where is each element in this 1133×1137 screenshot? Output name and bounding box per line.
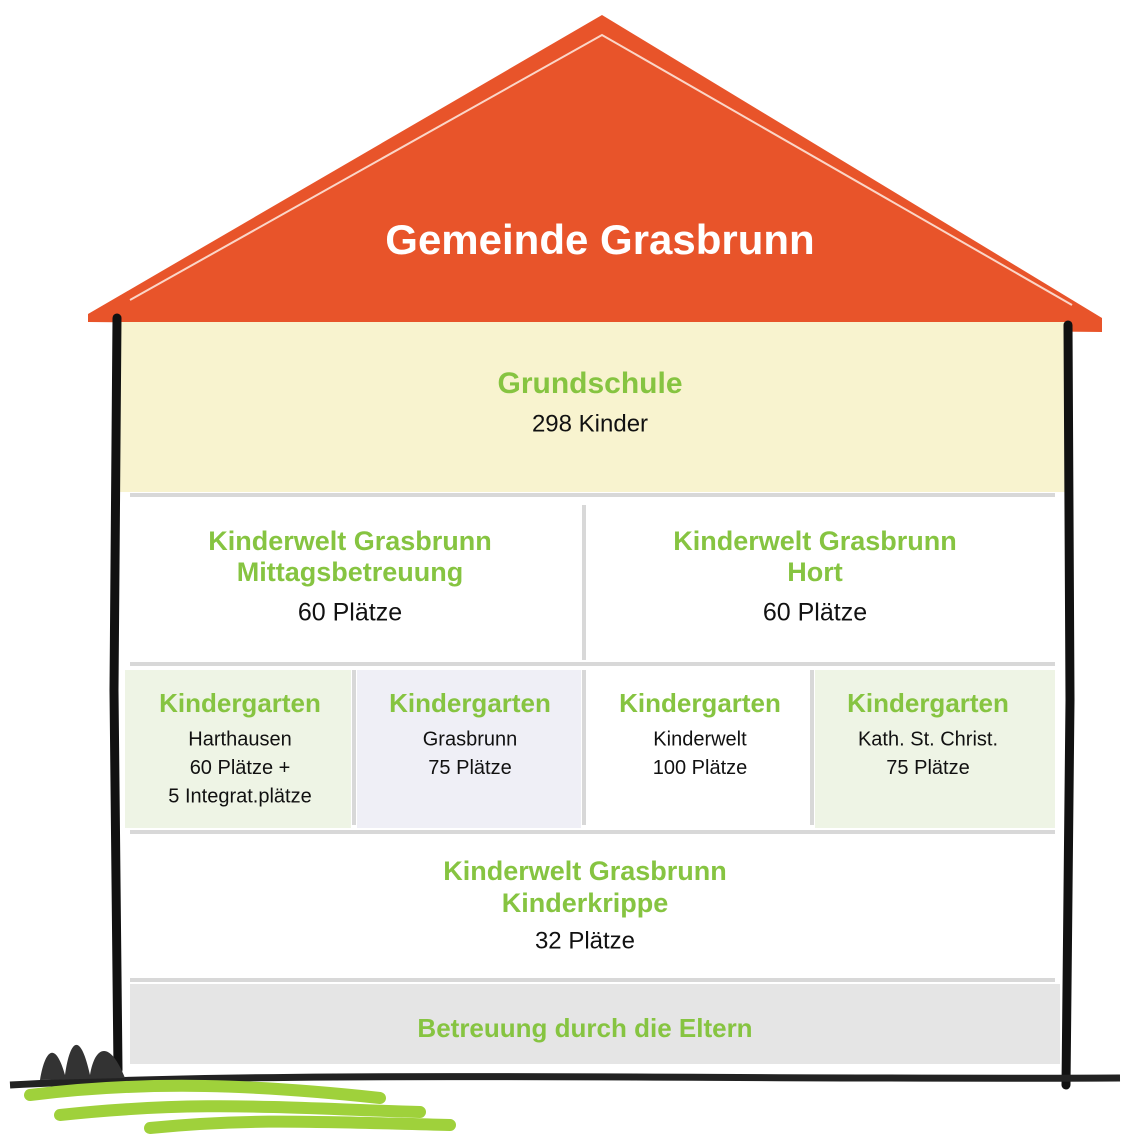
- section-name: Kindergarten: [847, 688, 1009, 718]
- section-name: Kindergarten: [159, 688, 321, 718]
- section-name: Hort: [787, 557, 843, 587]
- section-name: Grundschule: [497, 367, 682, 400]
- section-info: 32 Plätze: [535, 927, 635, 954]
- section-name: Mittagsbetreuung: [237, 557, 464, 587]
- section-info: 60 Plätze: [298, 599, 402, 627]
- left-wall: [114, 318, 118, 1070]
- bush: [40, 1045, 125, 1080]
- row-bg: [120, 322, 1068, 492]
- section-name: Kinderwelt Grasbrunn: [443, 856, 727, 886]
- section-name: Kinderwelt Grasbrunn: [673, 526, 957, 556]
- section-info: 5 Integrat.plätze: [168, 785, 311, 807]
- section-info: Kinderwelt: [653, 728, 747, 750]
- section-info: 100 Plätze: [653, 757, 748, 779]
- section-name: Kindergarten: [389, 688, 551, 718]
- section-info: Grasbrunn: [423, 728, 518, 750]
- roof: [88, 15, 1102, 332]
- section-info: Kath. St. Christ.: [858, 728, 998, 750]
- section-info: Harthausen: [188, 728, 291, 750]
- page: Gemeinde Grasbrunn Grundschule 298 Kinder…: [0, 0, 1133, 1137]
- section-info: 75 Plätze: [428, 757, 511, 779]
- grass: [30, 1086, 450, 1128]
- section-name: Kinderkrippe: [502, 888, 669, 918]
- section-name: Kinderwelt Grasbrunn: [208, 526, 492, 556]
- section-name: Betreuung durch die Eltern: [417, 1013, 752, 1043]
- section-info: 60 Plätze: [763, 599, 867, 627]
- right-wall: [1066, 325, 1070, 1085]
- section-info: 60 Plätze +: [190, 757, 291, 779]
- section-name: Kindergarten: [619, 688, 781, 718]
- section-info: 75 Plätze: [886, 757, 969, 779]
- title: Gemeinde Grasbrunn: [385, 216, 814, 263]
- section-info: 298 Kinder: [532, 410, 648, 437]
- house-diagram: Gemeinde Grasbrunn Grundschule 298 Kinder…: [0, 0, 1133, 1137]
